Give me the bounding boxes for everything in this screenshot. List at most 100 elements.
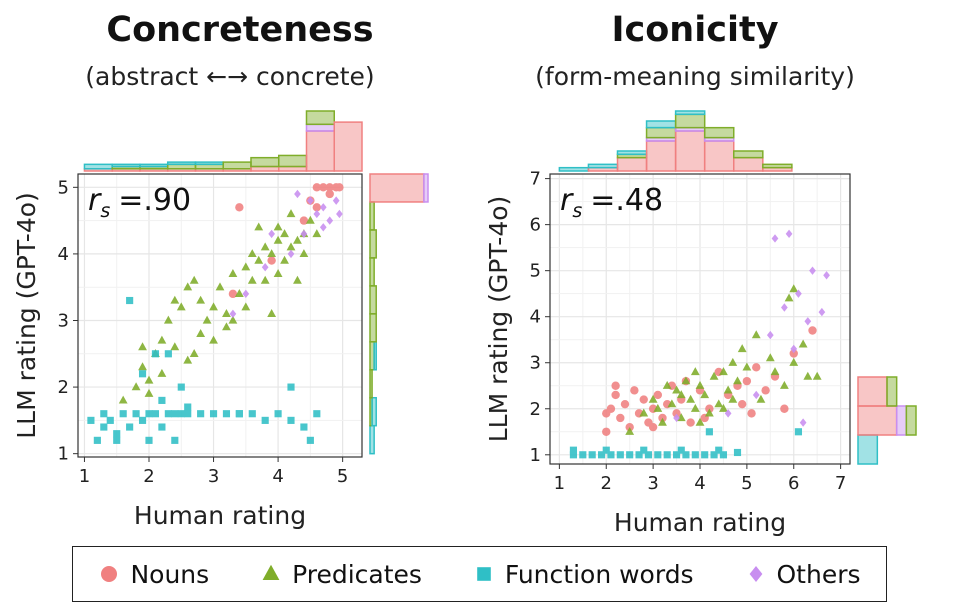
data-point-others	[313, 209, 321, 219]
data-point-predicates	[286, 242, 296, 251]
data-point-others	[795, 289, 802, 298]
data-point-predicates	[234, 289, 244, 298]
data-point-predicates	[714, 399, 724, 408]
data-point-others	[261, 263, 269, 272]
data-point-predicates	[228, 269, 238, 278]
data-point-function_words	[158, 423, 166, 431]
top-histogram	[558, 110, 793, 172]
right-hist-bar-predicates	[369, 229, 377, 259]
y-tick-label: 4	[530, 307, 541, 328]
top-hist-bar-nouns	[674, 130, 706, 172]
data-point-nouns	[228, 289, 238, 299]
data-point-predicates	[742, 362, 752, 371]
data-point-predicates	[676, 413, 686, 422]
series-nouns	[228, 183, 344, 299]
data-point-others	[268, 229, 275, 239]
data-point-nouns	[620, 399, 630, 409]
data-point-function_words	[588, 451, 596, 459]
y-tick-label: 1	[530, 445, 541, 466]
left-panel-title: Concreteness	[106, 10, 374, 50]
data-point-others	[332, 196, 340, 205]
x-tick-label: 3	[647, 473, 658, 494]
data-point-nouns	[267, 256, 276, 265]
legend-entry-nouns: Nouns	[98, 560, 209, 589]
top-hist-bar-function_words	[111, 163, 141, 168]
data-point-nouns	[747, 409, 756, 418]
data-point-function_words	[106, 416, 114, 424]
data-point-predicates	[672, 385, 681, 394]
data-point-function_words	[701, 451, 709, 459]
right-panel-subtitle: (form-meaning similarity)	[535, 62, 855, 91]
data-point-nouns	[602, 427, 611, 436]
data-point-predicates	[247, 249, 257, 258]
data-point-predicates	[286, 209, 296, 218]
data-point-function_words	[654, 451, 662, 459]
data-point-predicates	[690, 367, 700, 376]
grid	[78, 174, 362, 457]
data-point-nouns	[737, 399, 747, 409]
legend-entry-others: Others	[745, 560, 861, 589]
top-hist-bar-function_words	[166, 161, 197, 166]
top-hist-bar-predicates	[645, 126, 677, 139]
right-hist-bar-others	[895, 405, 908, 436]
data-point-nouns	[616, 413, 625, 423]
data-point-predicates	[247, 275, 257, 284]
data-point-predicates	[299, 249, 309, 258]
legend-marker-shape	[101, 566, 118, 582]
data-point-function_words	[164, 410, 172, 418]
series-predicates	[118, 209, 322, 404]
top-hist-bar-predicates	[250, 156, 280, 168]
plot-frame	[77, 173, 363, 458]
data-point-predicates	[170, 295, 180, 304]
data-point-predicates	[131, 382, 141, 391]
data-point-function_words	[274, 410, 282, 418]
data-point-others	[781, 303, 788, 312]
data-point-function_words	[93, 436, 101, 444]
y-tick-label: 3	[58, 310, 69, 331]
data-point-predicates	[293, 275, 302, 284]
data-point-predicates	[267, 249, 277, 258]
data-point-predicates	[667, 399, 677, 408]
data-point-predicates	[241, 302, 251, 311]
correlation-annotation: rs =.90	[88, 183, 191, 222]
data-point-predicates	[756, 394, 766, 403]
data-point-predicates	[196, 328, 206, 337]
y-tick-label: 3	[530, 353, 541, 374]
data-point-nouns	[653, 390, 663, 400]
data-point-predicates	[658, 417, 667, 426]
data-point-nouns	[752, 363, 761, 372]
right-hist-bar-function_words	[857, 434, 879, 465]
top-hist-bar-function_words	[674, 110, 706, 116]
data-point-function_words	[682, 451, 690, 459]
data-point-function_words	[113, 436, 121, 444]
data-point-predicates	[222, 322, 231, 331]
series-function_words	[87, 296, 321, 444]
data-point-function_words	[705, 428, 713, 436]
top-hist-bar-nouns	[645, 140, 677, 172]
data-point-others	[724, 409, 732, 418]
data-point-predicates	[254, 222, 264, 231]
data-point-nouns	[325, 183, 334, 192]
legend-label: Others	[776, 559, 861, 589]
data-point-others	[319, 203, 327, 212]
right-hist-bar-others	[423, 173, 429, 203]
data-point-predicates	[189, 348, 199, 357]
legend-entry-predicates: Predicates	[260, 560, 422, 589]
legend: Nouns Predicates Function words Others	[72, 546, 887, 602]
data-point-function_words	[171, 436, 179, 444]
data-point-nouns	[639, 395, 648, 404]
series-function_words	[569, 428, 803, 459]
data-point-predicates	[260, 275, 270, 284]
top-hist-bar-predicates	[674, 113, 706, 129]
data-point-function_words	[597, 451, 606, 459]
data-point-function_words	[177, 410, 185, 418]
legend-marker-square-icon	[477, 567, 491, 581]
data-point-function_words	[579, 451, 587, 459]
data-point-function_words	[300, 423, 308, 431]
top-hist-bar-nouns	[616, 156, 648, 172]
data-point-others	[771, 234, 779, 243]
data-point-others	[804, 317, 812, 326]
data-point-function_words	[151, 350, 160, 358]
right-histogram	[369, 173, 429, 455]
data-point-nouns	[312, 203, 322, 212]
